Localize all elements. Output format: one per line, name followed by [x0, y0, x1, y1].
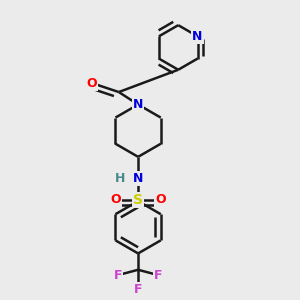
Text: N: N: [192, 30, 203, 43]
Text: F: F: [134, 284, 142, 296]
Text: O: O: [110, 193, 121, 206]
Text: F: F: [114, 268, 122, 282]
Text: N: N: [133, 98, 143, 111]
Text: O: O: [87, 76, 98, 90]
Text: N: N: [133, 172, 143, 185]
Text: S: S: [133, 193, 143, 207]
Text: F: F: [154, 268, 163, 282]
Text: O: O: [155, 193, 166, 206]
Text: H: H: [115, 172, 125, 185]
